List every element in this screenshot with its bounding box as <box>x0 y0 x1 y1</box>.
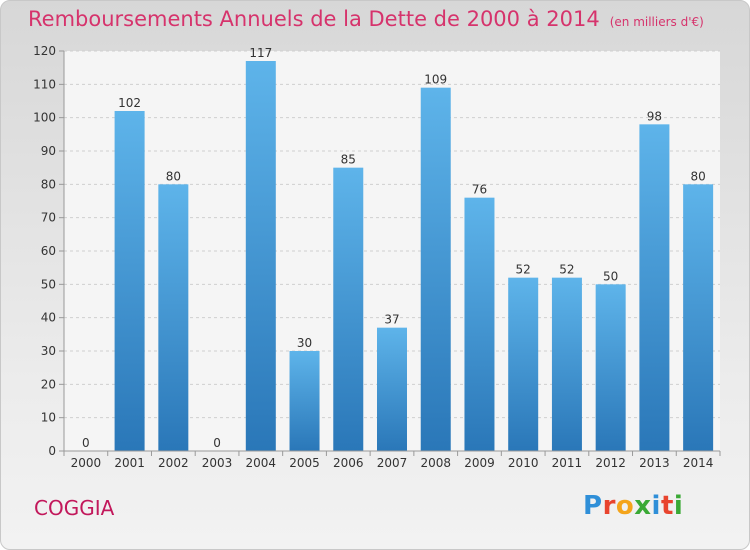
bar-2013 <box>639 124 670 451</box>
y-tick-label: 20 <box>41 377 56 391</box>
bar-value-2002: 80 <box>166 169 181 183</box>
bar-2008 <box>420 87 451 452</box>
x-tick-label-2008: 2008 <box>420 456 451 470</box>
bar-2006 <box>333 167 364 451</box>
x-tick-label-2009: 2009 <box>464 456 495 470</box>
x-tick-label-2005: 2005 <box>289 456 320 470</box>
bar-value-2013: 98 <box>647 109 662 123</box>
commune-name: COGGIA <box>34 496 115 520</box>
x-tick-label-2006: 2006 <box>333 456 364 470</box>
bar-value-2007: 37 <box>384 313 399 327</box>
x-tick-label-2011: 2011 <box>552 456 583 470</box>
y-tick-label: 10 <box>41 411 56 425</box>
x-tick-label-2014: 2014 <box>683 456 714 470</box>
x-tick-label-2007: 2007 <box>377 456 408 470</box>
bar-2004 <box>245 61 276 451</box>
x-tick-label-2004: 2004 <box>246 456 277 470</box>
bar-value-2005: 30 <box>297 336 312 350</box>
bar-2005 <box>289 351 320 451</box>
x-tick-label-2013: 2013 <box>639 456 670 470</box>
bar-value-2012: 50 <box>603 269 618 283</box>
bar-value-2006: 85 <box>341 153 356 167</box>
x-tick-label-2003: 2003 <box>202 456 233 470</box>
bar-2001 <box>114 111 145 451</box>
logo-letter: t <box>660 491 674 521</box>
bar-value-2003: 0 <box>213 436 221 450</box>
bar-2002 <box>158 184 189 452</box>
y-tick-label: 80 <box>41 177 56 191</box>
logo-letter: o <box>615 491 635 521</box>
bar-2011 <box>551 277 582 451</box>
y-tick-label: 120 <box>33 44 56 58</box>
x-tick-label-2002: 2002 <box>158 456 189 470</box>
logo-letter: x <box>634 491 652 521</box>
chart-unit: (en milliers d'€) <box>609 15 704 29</box>
bar-value-2009: 76 <box>472 183 487 197</box>
logo-letter: P <box>583 491 603 521</box>
y-tick-label: 40 <box>41 311 56 325</box>
y-tick-label: 100 <box>33 111 56 125</box>
y-tick-label: 90 <box>41 144 56 158</box>
bar-value-2011: 52 <box>559 263 574 277</box>
y-tick-label: 70 <box>41 211 56 225</box>
logo-letter: i <box>673 491 684 521</box>
proxiti-logo: Proxiti <box>583 491 683 521</box>
bar-2014 <box>683 184 714 452</box>
y-tick-label: 30 <box>41 344 56 358</box>
logo-letter: i <box>651 491 661 521</box>
x-tick-label-2010: 2010 <box>508 456 539 470</box>
bar-value-2004: 117 <box>249 46 272 60</box>
y-tick-label: 110 <box>33 77 56 91</box>
x-tick-label-2012: 2012 <box>595 456 626 470</box>
bar-value-2014: 80 <box>690 169 705 183</box>
bar-2010 <box>508 277 539 451</box>
chart-title-text: Remboursements Annuels de la Dette de 20… <box>28 7 600 31</box>
y-tick-label: 60 <box>41 244 56 258</box>
bar-2007 <box>377 327 407 451</box>
y-tick-label: 0 <box>48 444 56 458</box>
x-tick-label-2000: 2000 <box>71 456 102 470</box>
logo-letter: r <box>602 491 616 521</box>
bars-layer: 0 102 80 0 117 30 85 37 109 76 52 52 50 98 80 <box>82 46 714 452</box>
bar-value-2000: 0 <box>82 436 90 450</box>
chart-title: Remboursements Annuels de la Dette de 20… <box>28 7 704 31</box>
bar-value-2008: 109 <box>424 73 447 87</box>
bar-2012 <box>595 284 626 451</box>
bar-value-2001: 102 <box>118 96 141 110</box>
x-tick-label-2001: 2001 <box>114 456 145 470</box>
y-tick-label: 50 <box>41 277 56 291</box>
bar-2009 <box>464 197 495 451</box>
bar-value-2010: 52 <box>516 263 531 277</box>
